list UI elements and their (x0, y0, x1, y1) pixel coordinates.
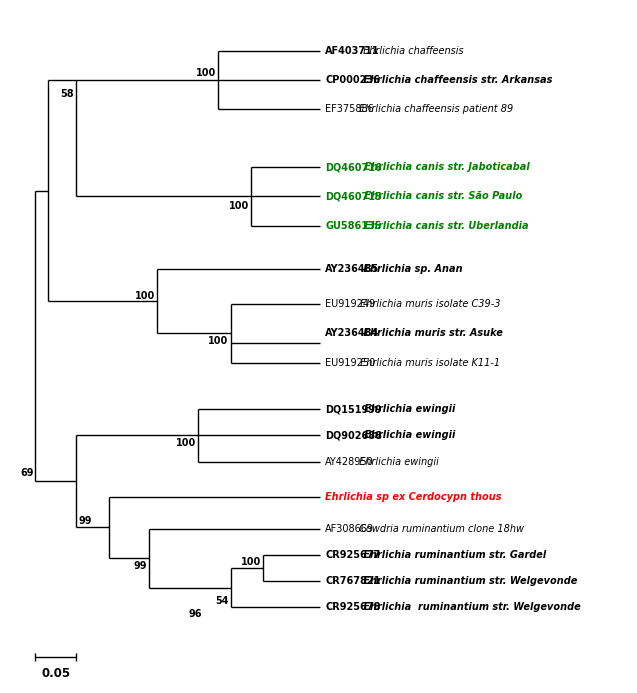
Text: AY428950: AY428950 (325, 457, 374, 466)
Text: Ehrlichia ewingii: Ehrlichia ewingii (361, 430, 455, 440)
Text: Ehrlichia ewingii: Ehrlichia ewingii (361, 404, 455, 414)
Text: Ehrlichia muris str. Asuke: Ehrlichia muris str. Asuke (359, 328, 503, 338)
Text: 96: 96 (189, 609, 202, 619)
Text: Ehrlichia ruminantium str. Welgevonde: Ehrlichia ruminantium str. Welgevonde (360, 576, 578, 586)
Text: DQ902688: DQ902688 (325, 430, 382, 440)
Text: 99: 99 (78, 516, 92, 526)
Text: EU919250: EU919250 (325, 358, 375, 367)
Text: AY236484: AY236484 (325, 328, 379, 338)
Text: 54: 54 (215, 596, 229, 606)
Text: Ehrlichia muris isolate K11-1: Ehrlichia muris isolate K11-1 (357, 358, 500, 367)
Text: 100: 100 (135, 291, 155, 301)
Text: 99: 99 (134, 561, 147, 571)
Text: GU586135: GU586135 (325, 220, 382, 231)
Text: Ehrlichia canis str. Uberlandia: Ehrlichia canis str. Uberlandia (361, 220, 529, 231)
Text: Ehrlichia sp. Anan: Ehrlichia sp. Anan (359, 264, 462, 274)
Text: Ehrlichia chaffeensis str. Arkansas: Ehrlichia chaffeensis str. Arkansas (360, 75, 552, 85)
Text: 100: 100 (208, 336, 229, 346)
Text: AF403711: AF403711 (325, 46, 380, 55)
Text: DQ460715: DQ460715 (325, 191, 382, 202)
Text: 100: 100 (176, 438, 196, 448)
Text: CP000236: CP000236 (325, 75, 380, 85)
Text: AY236485: AY236485 (325, 264, 379, 274)
Text: 100: 100 (229, 201, 249, 211)
Text: EF375886: EF375886 (325, 104, 374, 114)
Text: 100: 100 (241, 556, 261, 567)
Text: 0.05: 0.05 (41, 667, 70, 680)
Text: 58: 58 (61, 89, 74, 99)
Text: Ehrlichia chaffeensis: Ehrlichia chaffeensis (360, 46, 463, 55)
Text: CR925678: CR925678 (325, 602, 380, 613)
Text: AF308669: AF308669 (325, 524, 374, 534)
Text: DQ151999: DQ151999 (325, 404, 382, 414)
Text: Ehrlichia chaffeensis patient 89: Ehrlichia chaffeensis patient 89 (356, 104, 513, 114)
Text: Ehrlichia ewingii: Ehrlichia ewingii (356, 457, 439, 466)
Text: CR767821: CR767821 (325, 576, 380, 586)
Text: 69: 69 (20, 468, 33, 478)
Text: DQ460716: DQ460716 (325, 162, 382, 173)
Text: Ehrlichia canis str. São Paulo: Ehrlichia canis str. São Paulo (361, 191, 522, 202)
Text: Cowdria ruminantium clone 18hw: Cowdria ruminantium clone 18hw (356, 524, 524, 534)
Text: Ehrlichia canis str. Jaboticabal: Ehrlichia canis str. Jaboticabal (361, 162, 530, 173)
Text: CR925677: CR925677 (325, 550, 380, 560)
Text: EU919249: EU919249 (325, 299, 375, 309)
Text: 100: 100 (196, 69, 217, 78)
Text: Ehrlichia  ruminantium str. Welgevonde: Ehrlichia ruminantium str. Welgevonde (360, 602, 581, 613)
Text: Ehrlichia sp ex Cerdocypn thous: Ehrlichia sp ex Cerdocypn thous (325, 491, 501, 502)
Text: Ehrlichia muris isolate C39-3: Ehrlichia muris isolate C39-3 (357, 299, 501, 309)
Text: Ehrlichia ruminantium str. Gardel: Ehrlichia ruminantium str. Gardel (360, 550, 547, 560)
